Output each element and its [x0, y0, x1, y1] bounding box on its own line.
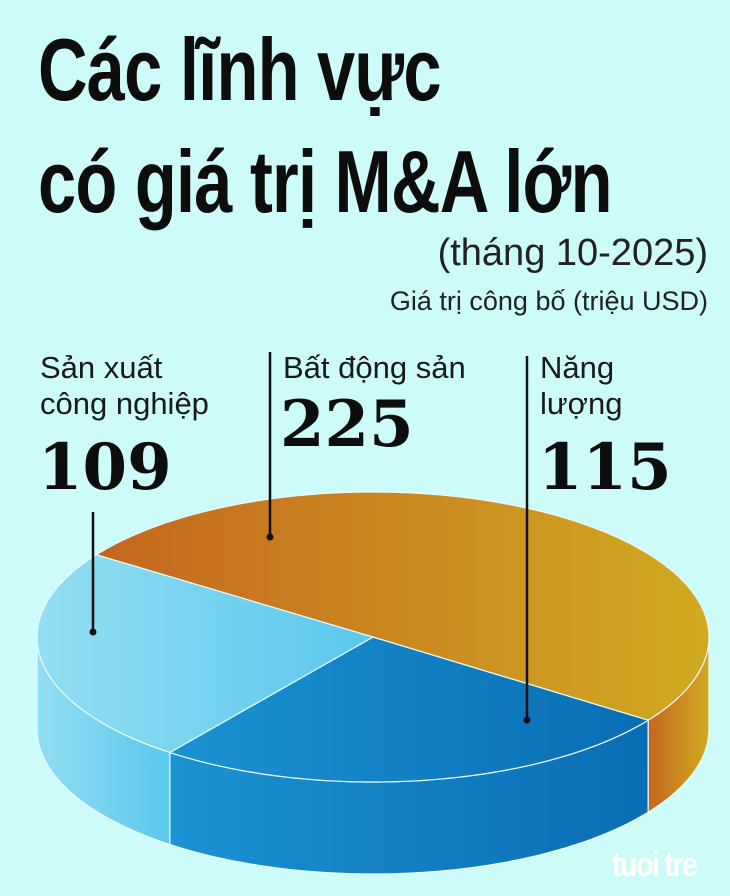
label-nang-luong: Năng lượng [540, 350, 622, 422]
tuoitre-logo: tuoi tre [612, 846, 698, 884]
label-san-xuat: Sản xuất công nghiệp [40, 350, 209, 422]
label-bat-dong-san: Bất động sản [283, 350, 466, 386]
label-line: Năng [540, 350, 615, 385]
leader-dot-0 [89, 628, 97, 636]
label-line: lượng [540, 386, 623, 421]
unit-label: Giá trị công bố (triệu USD) [389, 286, 708, 316]
leader-dot-2 [523, 716, 531, 724]
pie-slice-0 [168, 636, 650, 783]
label-line: công nghiệp [40, 386, 209, 421]
label-line: Sản xuất [40, 350, 163, 385]
value-san-xuat: 109 [38, 430, 172, 505]
value-nang-luong: 115 [538, 430, 672, 505]
pie-slice-2 [94, 491, 710, 721]
chart-subtitle: (tháng 10-2025) [437, 232, 708, 274]
chart-title-line-1: Các lĩnh vực [38, 20, 442, 119]
value-bat-dong-san: 225 [280, 387, 414, 462]
pie-slice-1 [36, 554, 375, 754]
leader-dot-1 [266, 533, 274, 541]
label-line: Bất động sản [283, 350, 466, 385]
chart-title-line-2: có giá trị M&A lớn [38, 132, 613, 231]
